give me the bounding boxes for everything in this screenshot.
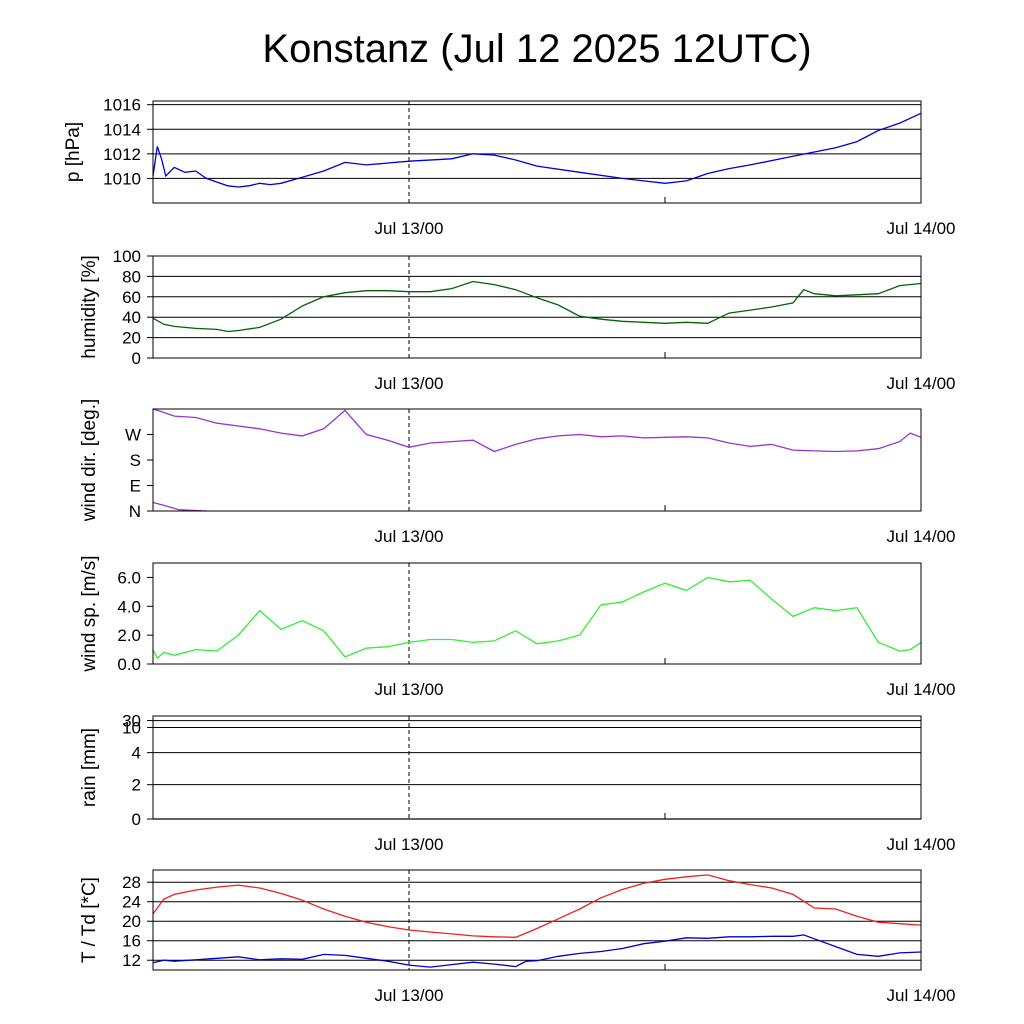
x-tick-label: Jul 13/00 (375, 680, 444, 699)
series-line-pressure (152, 112, 922, 188)
x-tick-label: Jul 14/00 (887, 986, 956, 1005)
y-axis-label: wind dir. [deg.] (79, 399, 100, 523)
y-tick-label: 20 (122, 329, 141, 348)
series-line-wind_dir (152, 408, 922, 453)
y-tick-label: S (130, 451, 141, 470)
series-line-dewpoint (152, 934, 922, 968)
y-tick-label: 10 (122, 718, 141, 737)
series-line-temperature (152, 874, 922, 938)
plot-frame (152, 562, 922, 665)
plot-frame (152, 869, 922, 971)
y-tick-label: 16 (122, 932, 141, 951)
y-tick-label: 30 (122, 712, 141, 731)
plot-frame (152, 715, 922, 820)
x-tick-label: Jul 14/00 (887, 835, 956, 854)
y-tick-label: 80 (122, 267, 141, 286)
y-tick-label: 24 (122, 893, 141, 912)
y-tick-label: 6.0 (117, 568, 141, 587)
x-tick-label: Jul 13/00 (375, 374, 444, 393)
y-tick-label: 1014 (103, 120, 141, 139)
x-tick-label: Jul 13/00 (375, 835, 444, 854)
series-line-humidity (152, 280, 922, 333)
y-tick-label: 2.0 (117, 626, 141, 645)
plot-frame (152, 408, 922, 512)
panel-0: 1010 1012 1014 1016 p [hPa] Jul 13/00 Jul 14/0… (63, 96, 956, 238)
y-axis-label: wind sp. [m/s] (79, 555, 100, 672)
y-tick-label: 1012 (103, 145, 141, 164)
series-line-wind_dir_north (152, 501, 207, 512)
chart-title: Konstanz (Jul 12 2025 12UTC) (262, 27, 811, 71)
y-tick-label: 0 (132, 349, 141, 368)
panel-3: 0.0 2.0 4.0 6.0 wind sp. [m/s] Jul 13/00 Jul 1… (79, 555, 956, 699)
y-tick-label: 4 (132, 744, 141, 763)
x-tick-label: Jul 14/00 (887, 374, 956, 393)
series-line-wind_speed (152, 576, 922, 660)
plot-frame (152, 255, 922, 359)
y-tick-label: 12 (122, 951, 141, 970)
y-axis-label: humidity [%] (79, 255, 100, 358)
y-tick-label: W (125, 426, 141, 445)
x-tick-label: Jul 13/00 (375, 219, 444, 238)
y-tick-label: 60 (122, 288, 141, 307)
y-axis-label: T / Td [*C] (79, 877, 100, 963)
y-tick-label: 1010 (103, 169, 141, 188)
y-tick-label: 100 (113, 247, 141, 266)
y-tick-label: 2 (132, 776, 141, 795)
y-tick-label: 1016 (103, 96, 141, 115)
x-tick-label: Jul 14/00 (887, 680, 956, 699)
plot-frame (152, 100, 922, 204)
x-tick-label: Jul 13/00 (375, 527, 444, 546)
x-tick-label: Jul 13/00 (375, 986, 444, 1005)
x-tick-label: Jul 14/00 (887, 527, 956, 546)
y-tick-label: 4.0 (117, 597, 141, 616)
y-tick-label: 20 (122, 912, 141, 931)
x-tick-label: Jul 14/00 (887, 219, 956, 238)
y-tick-label: 40 (122, 308, 141, 327)
y-tick-label: 28 (122, 873, 141, 892)
y-tick-label: 0.0 (117, 655, 141, 674)
y-tick-label: N (129, 502, 141, 521)
y-axis-label: p [hPa] (63, 122, 84, 182)
y-tick-label: E (130, 477, 141, 496)
y-tick-label: 0 (132, 810, 141, 829)
y-axis-label: rain [mm] (79, 728, 100, 807)
